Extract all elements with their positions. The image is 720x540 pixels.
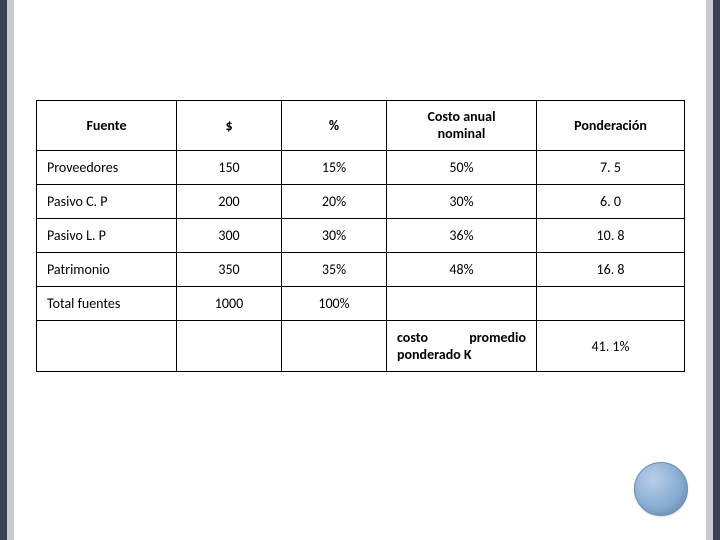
right-rail-light — [706, 0, 713, 540]
cell-footer-value: 41. 1% — [537, 321, 685, 372]
table-row: Pasivo C. P 200 20% 30% 6. 0 — [37, 185, 685, 219]
cell-pct: 15% — [282, 151, 387, 185]
decorative-circle-icon — [634, 462, 688, 516]
cell-empty — [37, 321, 177, 372]
table-header-row: Fuente $ % Costo anual nominal Ponderaci… — [37, 101, 685, 151]
col-header-ponderacion: Ponderación — [537, 101, 685, 151]
cell-pct: 20% — [282, 185, 387, 219]
cell-pct: 30% — [282, 219, 387, 253]
cell-costo: 36% — [387, 219, 537, 253]
cost-table: Fuente $ % Costo anual nominal Ponderaci… — [36, 100, 685, 372]
cell-dollar: 150 — [177, 151, 282, 185]
cell-fuente: Proveedores — [37, 151, 177, 185]
cell-dollar: 200 — [177, 185, 282, 219]
right-rail-dark — [713, 0, 720, 540]
cell-costo: 48% — [387, 253, 537, 287]
cell-pond — [537, 287, 685, 321]
cell-pct: 100% — [282, 287, 387, 321]
col-header-costo: Costo anual nominal — [387, 101, 537, 151]
cell-costo — [387, 287, 537, 321]
cell-pond: 6. 0 — [537, 185, 685, 219]
col-header-pct: % — [282, 101, 387, 151]
cell-dollar: 300 — [177, 219, 282, 253]
slide: Fuente $ % Costo anual nominal Ponderaci… — [0, 0, 720, 540]
cell-pond: 10. 8 — [537, 219, 685, 253]
cell-pond: 7. 5 — [537, 151, 685, 185]
left-rail-light — [7, 0, 14, 540]
footer-label-a: costo — [397, 329, 428, 346]
cell-fuente: Total fuentes — [37, 287, 177, 321]
cell-costo: 50% — [387, 151, 537, 185]
col-header-fuente: Fuente — [37, 101, 177, 151]
footer-label-b: promedio — [469, 329, 526, 346]
table-row: Pasivo L. P 300 30% 36% 10. 8 — [37, 219, 685, 253]
col-header-costo-l1: Costo anual — [397, 109, 526, 125]
cell-dollar: 350 — [177, 253, 282, 287]
left-rail-dark — [0, 0, 7, 540]
cell-empty — [282, 321, 387, 372]
table-row: Proveedores 150 15% 50% 7. 5 — [37, 151, 685, 185]
cell-fuente: Pasivo C. P — [37, 185, 177, 219]
cell-pct: 35% — [282, 253, 387, 287]
right-rail — [706, 0, 720, 540]
footer-label-c: ponderado K — [397, 346, 526, 363]
cell-pond: 16. 8 — [537, 253, 685, 287]
cell-costo: 30% — [387, 185, 537, 219]
cell-empty — [177, 321, 282, 372]
col-header-dollar: $ — [177, 101, 282, 151]
table-row: Total fuentes 1000 100% — [37, 287, 685, 321]
cell-footer-label: costo promedio ponderado K — [387, 321, 537, 372]
table-footer-row: costo promedio ponderado K 41. 1% — [37, 321, 685, 372]
cell-dollar: 1000 — [177, 287, 282, 321]
left-rail — [0, 0, 14, 540]
table-container: Fuente $ % Costo anual nominal Ponderaci… — [36, 100, 684, 372]
table-row: Patrimonio 350 35% 48% 16. 8 — [37, 253, 685, 287]
cell-fuente: Pasivo L. P — [37, 219, 177, 253]
col-header-costo-l2: nominal — [397, 126, 526, 142]
cell-fuente: Patrimonio — [37, 253, 177, 287]
